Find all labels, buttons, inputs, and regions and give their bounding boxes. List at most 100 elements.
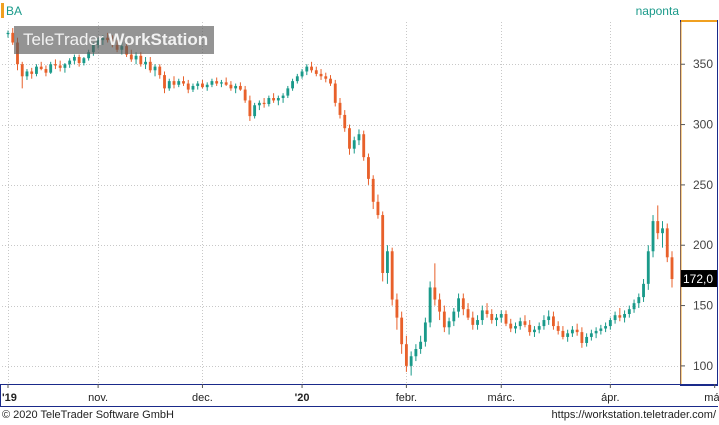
candle: [656, 205, 660, 240]
candle-body: [77, 56, 81, 64]
candle-body: [281, 95, 285, 99]
candle: [604, 322, 608, 333]
candle: [442, 305, 446, 333]
candle: [305, 64, 309, 76]
candle-body: [533, 329, 536, 333]
candle-body: [404, 344, 408, 366]
candle-body: [651, 221, 655, 252]
candle: [215, 77, 219, 86]
candle-body: [514, 326, 517, 329]
candle: [324, 72, 328, 83]
candle-body: [504, 314, 508, 324]
candle: [608, 317, 612, 330]
candle-body: [542, 320, 546, 327]
candle: [163, 71, 166, 94]
candle: [333, 79, 337, 107]
candle-body: [509, 323, 513, 329]
candle-body: [552, 316, 555, 327]
candle-body: [547, 316, 551, 321]
candle-body: [253, 105, 257, 117]
candle-body: [158, 66, 162, 76]
candle-body: [215, 81, 219, 84]
candle: [348, 124, 351, 155]
candle-body: [262, 102, 266, 105]
candle: [224, 77, 228, 86]
candle-body: [570, 329, 574, 334]
candle: [243, 85, 247, 103]
candle-body: [637, 297, 641, 304]
candle: [414, 344, 418, 362]
candle: [357, 129, 361, 146]
candle: [409, 351, 413, 376]
candle: [6, 30, 10, 38]
candle-body: [153, 66, 157, 71]
brand-watermark: TeleTrader WorkStation: [14, 26, 214, 54]
candle: [352, 136, 356, 154]
candle-body: [556, 326, 560, 331]
y-tick-label: 100: [693, 359, 713, 373]
candle: [371, 175, 375, 210]
candle-body: [608, 320, 612, 327]
y-axis-panel: [680, 20, 718, 386]
candle: [54, 59, 57, 70]
candle-body: [139, 55, 143, 65]
candle: [561, 326, 565, 340]
candle: [63, 63, 67, 73]
last-price-label: 172,0: [683, 272, 713, 286]
candle-body: [566, 333, 570, 337]
candle: [35, 64, 38, 77]
symbol-label: BA: [6, 4, 23, 18]
candle: [585, 333, 589, 347]
candle: [20, 61, 24, 89]
candle: [547, 310, 551, 325]
candle-body: [6, 32, 10, 35]
candle: [594, 327, 598, 339]
candle-body: [134, 55, 138, 60]
x-tick-label: dec.: [192, 392, 213, 404]
candle-body: [267, 98, 271, 105]
candle: [177, 78, 181, 88]
candle-body: [68, 60, 72, 65]
candle-body: [400, 317, 404, 345]
candle-body: [523, 321, 527, 325]
candle: [134, 52, 138, 65]
candle-body: [167, 81, 171, 89]
candle-body: [670, 257, 674, 280]
candle-body: [386, 251, 389, 273]
candle-body: [333, 83, 337, 103]
candle-body: [191, 85, 195, 90]
y-tick-label: 250: [693, 178, 713, 192]
period-label[interactable]: naponta: [635, 4, 679, 18]
candle-body: [338, 102, 342, 115]
candle-body: [618, 315, 622, 318]
candle: [566, 329, 570, 342]
candle-body: [594, 330, 598, 334]
candle: [272, 93, 276, 103]
candle: [343, 110, 347, 132]
candle-body: [495, 317, 498, 321]
website-link[interactable]: https://workstation.teletrader.com/: [551, 409, 716, 421]
candle-body: [58, 65, 62, 68]
candle-body: [471, 317, 475, 325]
candle-body: [409, 356, 413, 366]
candle: [457, 293, 460, 318]
candle-body: [371, 178, 375, 202]
candle-body: [661, 228, 664, 234]
candle: [30, 67, 34, 79]
candle-body: [447, 321, 451, 328]
candle-body: [376, 201, 380, 216]
candle: [476, 315, 479, 330]
y-tick-label: 350: [693, 57, 713, 71]
candle-body: [428, 287, 432, 323]
candle: [300, 69, 304, 79]
candle-body: [20, 64, 24, 77]
candle-body: [224, 82, 228, 85]
candle: [281, 93, 285, 103]
candle-body: [452, 311, 456, 322]
candle-body: [210, 81, 214, 85]
candle-body: [286, 88, 290, 96]
candle-body: [314, 70, 318, 74]
candlestick-series: [6, 28, 674, 376]
candle-body: [528, 324, 532, 333]
candle-body: [300, 71, 304, 77]
